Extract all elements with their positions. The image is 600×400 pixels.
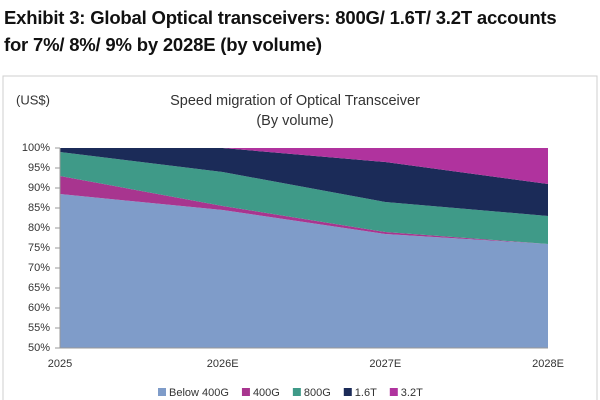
y-tick-label: 70% (28, 262, 50, 274)
y-tick-label: 80% (28, 222, 50, 234)
y-tick-label: 90% (28, 182, 50, 194)
area (60, 194, 548, 348)
unit-label: (US$) (16, 92, 50, 107)
chart-title: Speed migration of Optical Transceiver (170, 93, 420, 109)
y-tick-label: 55% (28, 322, 50, 334)
exhibit-title: Exhibit 3: Global Optical transceivers: … (4, 7, 557, 55)
x-tick-label: 2026E (207, 358, 239, 370)
legend-label: 800G (304, 387, 331, 399)
y-tick-label: 75% (28, 242, 50, 254)
legend-swatch (343, 388, 352, 396)
legend-swatch (158, 388, 166, 396)
area (60, 148, 548, 184)
area (60, 148, 548, 216)
chart-subtitle: (By volume) (256, 113, 333, 129)
y-tick-label: 50% (28, 342, 50, 354)
y-tick-label: 95% (28, 162, 50, 174)
x-tick-label: 2027E (369, 358, 401, 370)
y-tick-label: 85% (28, 202, 50, 214)
x-tick-label: 2025 (48, 358, 72, 370)
x-tick-label: 2028E (532, 358, 564, 370)
area (60, 152, 548, 244)
y-tick-label: 65% (28, 282, 50, 294)
legend-swatch (292, 388, 301, 396)
legend-swatch (389, 388, 398, 396)
legend-label: Below 400G (169, 387, 229, 399)
legend-label: 3.2T (401, 387, 423, 399)
y-tick-label: 100% (22, 142, 50, 154)
y-tick-label: 60% (28, 302, 50, 314)
legend-label: 400G (253, 387, 280, 399)
legend-label: 1.6T (355, 387, 377, 399)
chart-frame (2, 75, 598, 400)
legend-swatch (241, 388, 250, 396)
